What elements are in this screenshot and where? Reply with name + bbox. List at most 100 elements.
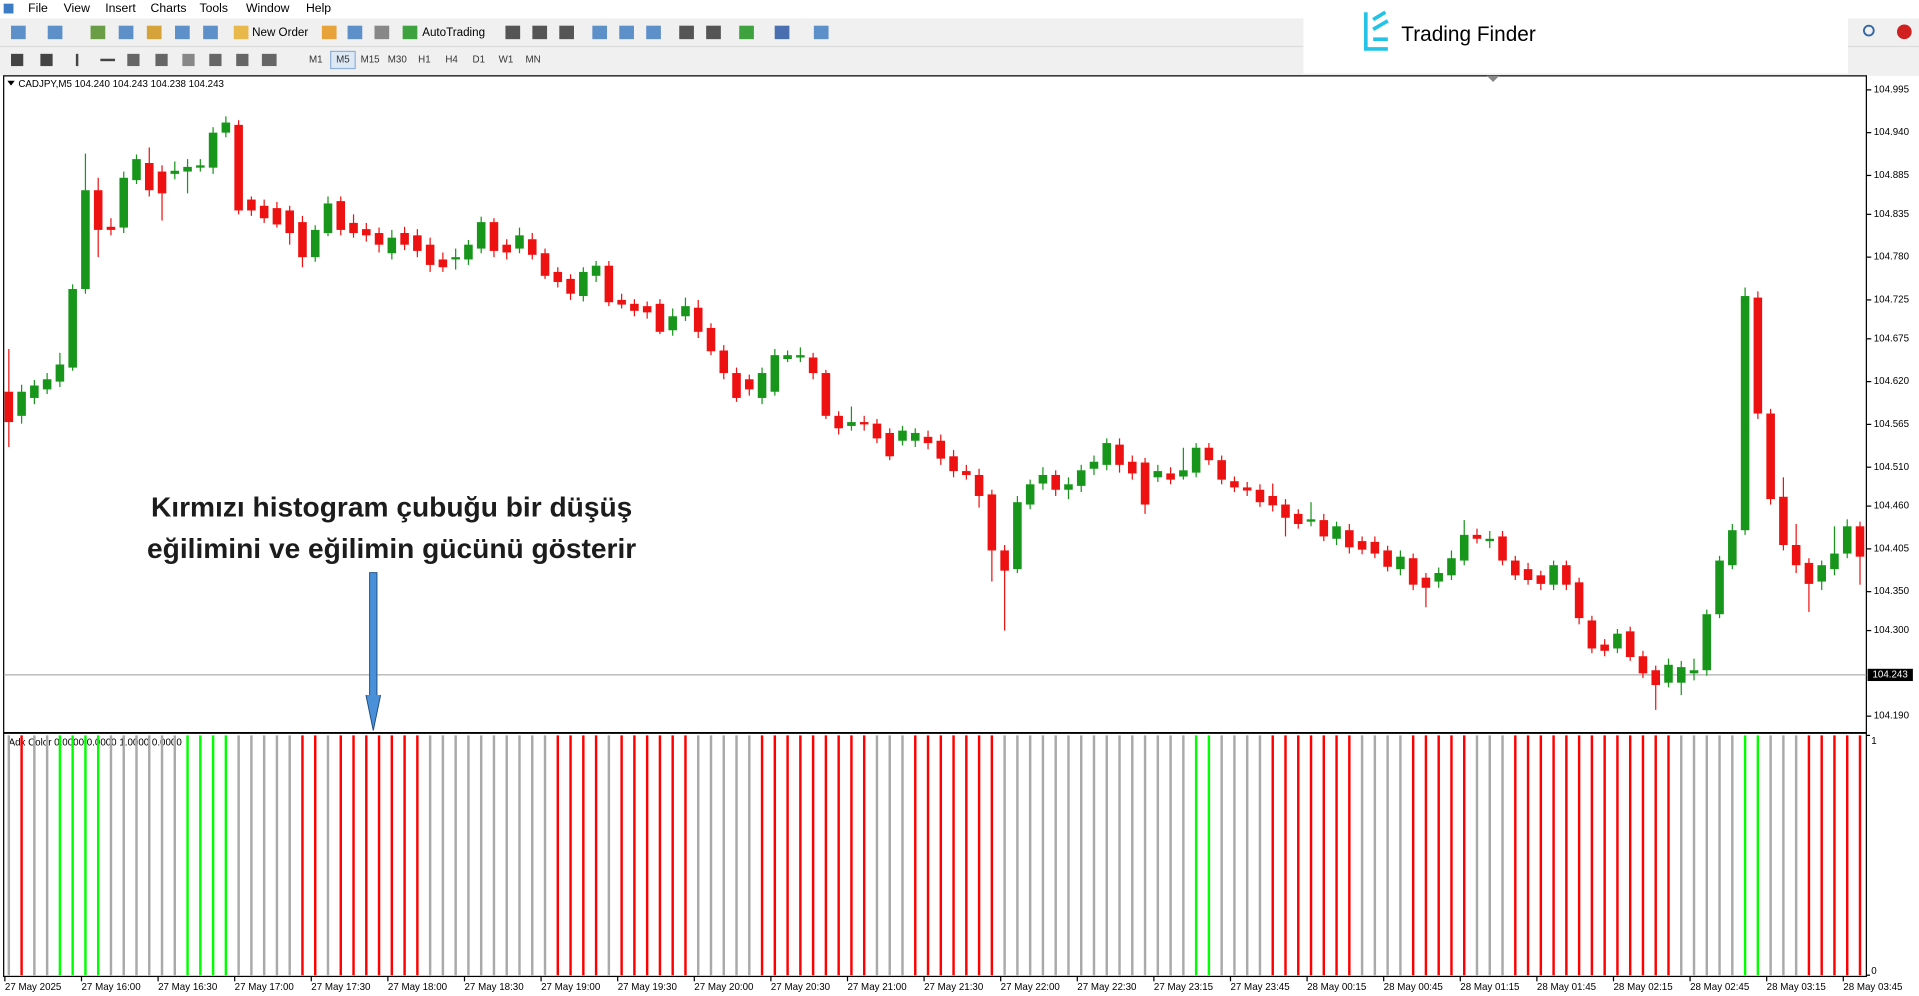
tool-icon[interactable] [233,25,249,40]
candle-body [400,233,409,245]
tool-icon[interactable] [679,25,694,40]
tool-icon[interactable] [11,53,24,67]
tool-icon[interactable] [505,25,521,40]
tool-icon[interactable] [374,25,390,40]
candle-body [1664,664,1673,683]
menu-item[interactable]: View [64,1,90,15]
menu-item[interactable]: File [28,1,48,15]
y-tick-label: 104.405 [1874,543,1910,554]
timeframe-label[interactable]: H1 [418,55,430,66]
menu-item[interactable]: Tools [199,1,228,15]
candle-body [1447,558,1456,576]
timeframe-label[interactable]: M15 [361,55,381,66]
candle-body [438,259,448,268]
tool-icon[interactable] [209,53,222,67]
tool-icon[interactable] [100,58,116,62]
timeframe-label[interactable]: D1 [473,55,485,66]
timeframe-label[interactable]: M1 [309,55,323,66]
candle-body [745,379,754,390]
candle-body [1000,550,1009,571]
candle-body [668,316,677,331]
toolbar-icons [11,25,829,67]
notification-icon[interactable] [1896,24,1912,40]
candle-body [1268,495,1278,506]
candle-body [285,210,294,234]
tool-icon[interactable] [90,25,106,40]
candle-body [81,190,90,290]
tool-icon[interactable] [646,25,661,40]
tool-icon[interactable] [11,25,26,40]
timeframe-button[interactable] [330,50,356,70]
x-tick-label: 27 May 16:00 [81,982,141,993]
tool-icon[interactable] [532,25,548,40]
new-order-button[interactable]: New Order [252,26,308,39]
candle-body [298,222,307,258]
timeframe-label[interactable]: H4 [445,55,458,66]
candle-body [1383,550,1392,567]
candle-body [783,355,792,360]
y-tick-label: 104.940 [1874,127,1910,138]
candle-body [106,226,116,230]
search-icon[interactable] [1863,24,1875,37]
timeframe-label[interactable]: MN [526,55,541,66]
tool-icon[interactable] [146,25,162,40]
candle-body [872,423,882,439]
candle-body [1728,530,1737,566]
tool-icon[interactable] [619,25,634,40]
candle-body [349,222,358,234]
menu-item[interactable]: Help [306,1,331,15]
x-tick-label: 27 May 19:30 [618,982,678,993]
y-tick-label: 104.350 [1874,586,1910,597]
tool-icon[interactable] [706,25,721,40]
candle-body [1166,473,1175,480]
candle-body [1562,565,1571,585]
candle-body [693,307,703,332]
candle-body [1536,575,1546,584]
candle-body [1434,572,1443,582]
timeframe-label[interactable]: M30 [388,55,408,66]
candle-body [1753,297,1763,414]
x-tick-label: 28 May 03:15 [1767,982,1827,993]
candle-body [757,373,767,398]
menu-item[interactable]: Insert [105,1,136,15]
auto-trading-button[interactable]: AutoTrading [422,26,485,39]
tool-icon[interactable] [182,53,195,67]
candle-body [885,432,895,457]
tool-icon[interactable] [739,25,754,40]
tool-icon[interactable] [118,25,134,40]
candle-body [221,122,231,133]
tool-icon[interactable] [813,25,829,40]
tool-icon[interactable] [774,25,790,40]
tool-icon[interactable] [559,25,574,40]
tool-icon[interactable] [40,53,53,67]
y-tick-label: 104.565 [1874,419,1910,430]
candle-body [1523,569,1533,580]
tool-icon[interactable] [592,25,608,40]
tool-icon[interactable] [321,25,337,40]
tool-icon[interactable] [261,53,277,67]
tool-icon[interactable] [236,53,249,67]
candle-body [1051,474,1060,490]
tool-icon[interactable] [155,53,168,67]
tool-icon[interactable] [47,25,63,40]
candle-body [1204,447,1214,461]
tool-icon[interactable] [347,25,363,40]
x-tick-label: 27 May 16:30 [158,982,218,993]
tool-icon[interactable] [402,25,418,40]
y-tick-label: 104.780 [1874,252,1910,263]
tool-icon[interactable] [175,25,190,40]
candle-body [527,239,537,255]
candle-body [17,391,26,416]
menu-item[interactable]: Charts [151,1,187,15]
timeframe-label[interactable]: M5 [336,55,350,66]
candle-body [1459,534,1469,561]
tool-icon[interactable] [203,25,218,40]
candle-body [132,159,141,181]
candle-body [1740,296,1750,531]
timeframe-label[interactable]: W1 [499,55,514,66]
candle-body [1128,461,1137,474]
menu-item[interactable]: Window [246,1,290,15]
candle-body [1817,565,1826,582]
tool-icon[interactable] [75,53,79,67]
tool-icon[interactable] [127,53,140,67]
